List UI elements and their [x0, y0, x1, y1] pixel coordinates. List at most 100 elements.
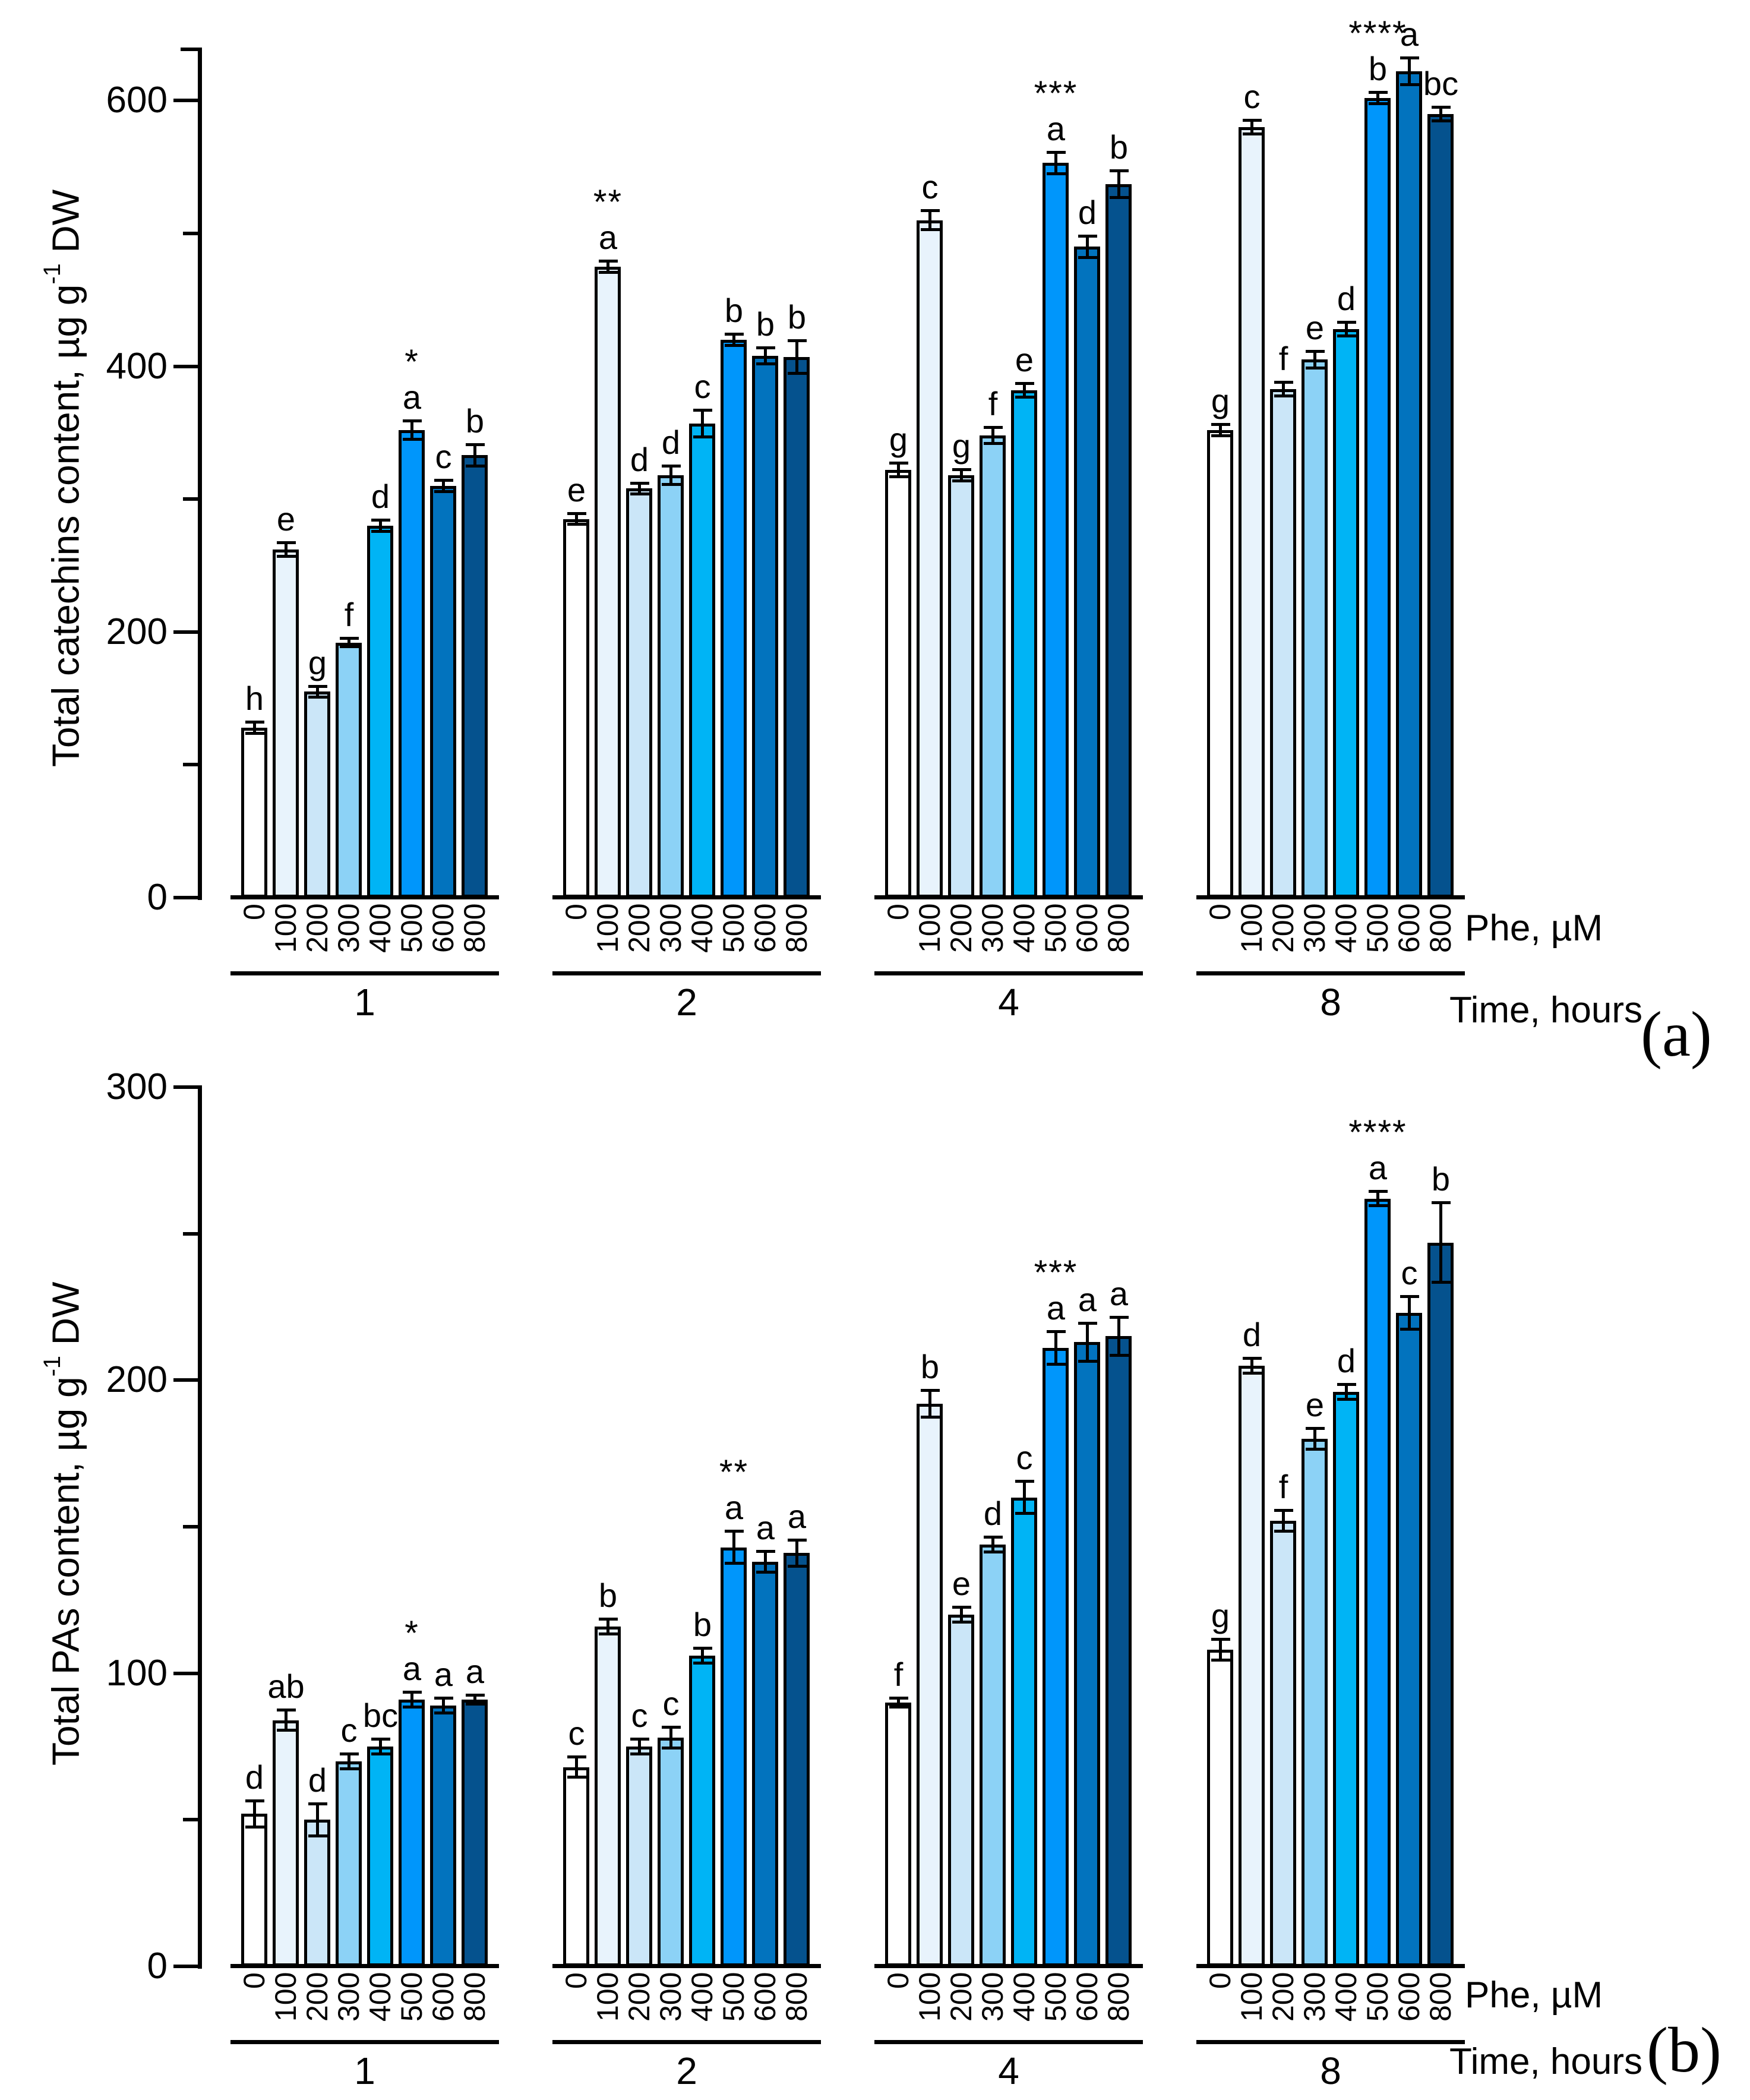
significance-letter: b [756, 305, 775, 343]
error-bar [669, 1729, 672, 1747]
error-bar-bottom-cap [1109, 1354, 1129, 1357]
error-bar-bottom-cap [598, 270, 618, 274]
x-axis-time-label: Time, hours [1449, 990, 1643, 1031]
y-minor-tick [183, 763, 202, 767]
bar [948, 1615, 974, 1966]
bar [658, 475, 684, 898]
error-bar-bottom-cap [1400, 83, 1419, 87]
error-bar-top-cap [1211, 423, 1230, 427]
error-bar-top-cap [756, 346, 775, 349]
significance-letter: c [662, 1685, 680, 1723]
bar [1043, 1348, 1069, 1966]
bar [1239, 127, 1265, 898]
y-major-tick [173, 364, 202, 368]
bar [563, 1767, 589, 1966]
x-tick-label: 400 [1007, 1972, 1041, 2022]
error-bar-top-cap [308, 684, 327, 688]
x-tick-label: 300 [976, 1972, 1009, 2022]
group-underline [1196, 971, 1465, 975]
significance-letter: g [952, 427, 971, 465]
bar [273, 1720, 299, 1966]
error-bar [638, 484, 641, 493]
error-bar-top-cap [1015, 381, 1034, 385]
x-tick-label: 300 [654, 1972, 687, 2022]
significance-letter: d [630, 440, 649, 478]
significance-stars: **** [1348, 14, 1407, 53]
bar [689, 1656, 715, 1966]
error-bar-top-cap [1274, 380, 1293, 384]
error-bar-bottom-cap [1109, 196, 1129, 200]
bar [948, 475, 974, 898]
error-bar [607, 1620, 609, 1632]
error-bar-top-cap [1305, 1427, 1325, 1430]
bar [784, 1553, 810, 1966]
error-bar [442, 1700, 445, 1711]
error-bar [1054, 153, 1057, 173]
error-bar-top-cap [402, 419, 422, 422]
y-major-tick [173, 1085, 202, 1090]
error-bar-top-cap [1242, 119, 1262, 122]
error-bar [764, 349, 767, 362]
error-bar [1250, 122, 1253, 133]
bar [563, 519, 589, 898]
error-bar [1408, 59, 1411, 84]
error-bar-top-cap [787, 1538, 807, 1542]
significance-letter: e [1305, 1386, 1325, 1424]
x-tick-label: 200 [623, 1972, 656, 2022]
error-bar-bottom-cap [567, 1776, 586, 1779]
panel-letter-b: (b) [1647, 2015, 1721, 2086]
error-bar [1023, 1483, 1026, 1512]
error-bar-top-cap [920, 209, 940, 213]
error-bar [1345, 324, 1348, 334]
significance-letter: a [598, 219, 618, 257]
group-baseline [874, 895, 1143, 899]
error-bar-bottom-cap [724, 343, 744, 347]
error-bar [1250, 1359, 1253, 1372]
error-bar-bottom-cap [1305, 366, 1325, 370]
x-tick-label: 0 [560, 1972, 593, 1989]
error-bar [607, 263, 609, 271]
x-tick-label: 200 [1266, 1972, 1300, 2022]
error-bar-bottom-cap [1431, 1280, 1451, 1284]
bar [241, 1814, 267, 1966]
error-bar [1345, 1386, 1348, 1398]
significance-letter: d [245, 1758, 264, 1796]
significance-letter: f [1278, 339, 1288, 377]
error-bar-bottom-cap [1078, 1359, 1097, 1363]
error-bar-top-cap [889, 462, 908, 465]
error-bar-bottom-cap [787, 1565, 807, 1568]
y-major-tick [173, 1671, 202, 1675]
significance-letter: c [340, 1711, 358, 1749]
error-bar-bottom-cap [1211, 434, 1230, 437]
error-bar-bottom-cap [983, 1550, 1003, 1553]
error-bar-top-cap [787, 339, 807, 343]
error-bar [379, 522, 382, 530]
bar [752, 356, 778, 898]
error-bar-bottom-cap [245, 1826, 264, 1829]
bar [1364, 1199, 1391, 1966]
error-bar-top-cap [1337, 321, 1356, 324]
error-bar-bottom-cap [339, 1767, 359, 1770]
error-bar-bottom-cap [756, 362, 775, 365]
error-bar [701, 411, 704, 435]
error-bar [316, 1805, 319, 1835]
error-bar [795, 342, 798, 372]
bar [1011, 1498, 1037, 1966]
error-bar-top-cap [339, 1752, 359, 1755]
error-bar-bottom-cap [983, 442, 1003, 446]
error-bar-bottom-cap [465, 1703, 485, 1706]
error-bar-top-cap [952, 468, 971, 472]
error-bar-bottom-cap [1211, 1659, 1230, 1662]
bar [1105, 184, 1132, 898]
error-bar-top-cap [1242, 1356, 1262, 1360]
error-bar-top-cap [920, 1389, 940, 1392]
x-tick-label: 100 [591, 1972, 624, 2022]
significance-stars: *** [1034, 1253, 1078, 1293]
error-bar-bottom-cap [371, 529, 390, 533]
bar [980, 1545, 1006, 1966]
bar [273, 550, 299, 898]
x-tick-label: 500 [395, 1972, 428, 2022]
error-bar-top-cap [630, 481, 649, 485]
significance-letter: a [465, 1653, 485, 1691]
significance-letter: a [402, 1650, 422, 1688]
